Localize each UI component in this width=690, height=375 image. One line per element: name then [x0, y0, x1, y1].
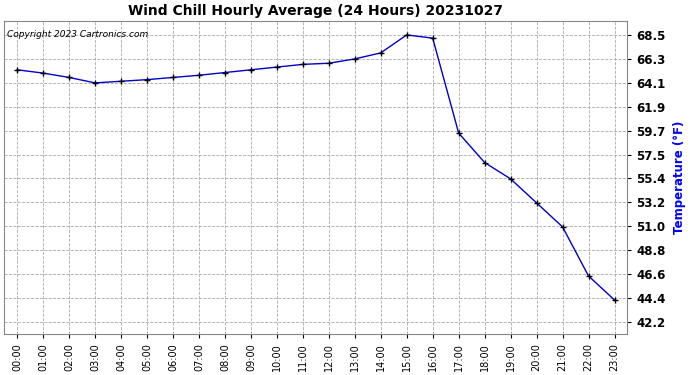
- Text: Copyright 2023 Cartronics.com: Copyright 2023 Cartronics.com: [8, 30, 148, 39]
- Title: Wind Chill Hourly Average (24 Hours) 20231027: Wind Chill Hourly Average (24 Hours) 202…: [128, 4, 503, 18]
- Y-axis label: Temperature (°F): Temperature (°F): [673, 121, 686, 234]
